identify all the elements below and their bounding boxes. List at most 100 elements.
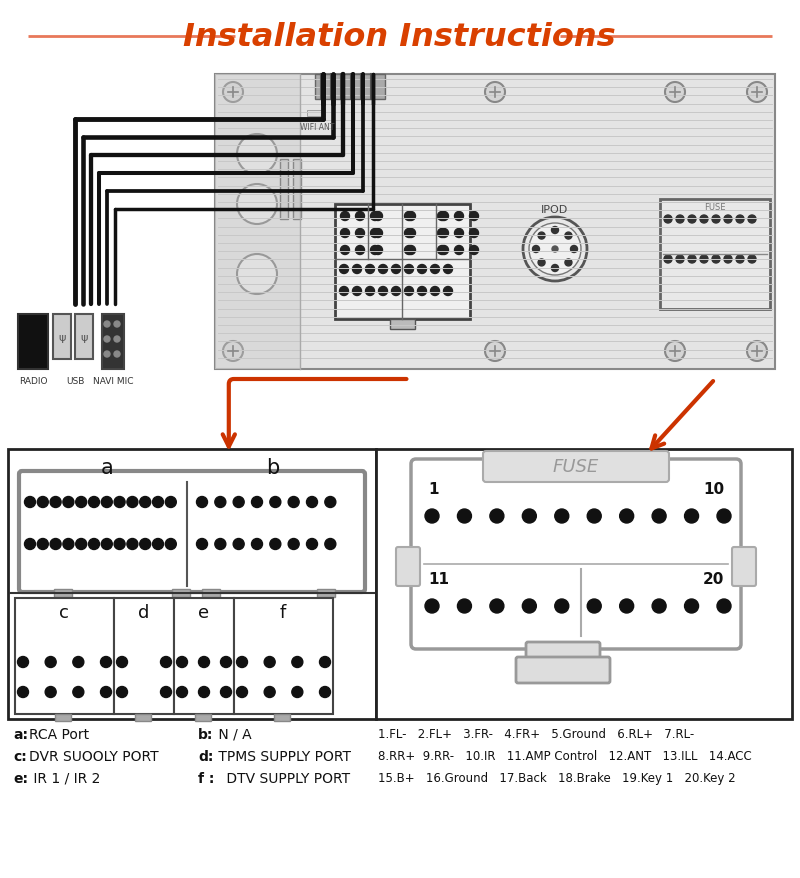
Circle shape: [439, 229, 449, 238]
Text: c: c: [59, 603, 69, 622]
Circle shape: [724, 216, 732, 224]
Circle shape: [748, 255, 756, 263]
Bar: [376, 450, 792, 719]
Circle shape: [406, 229, 415, 238]
Circle shape: [366, 287, 374, 296]
Text: 10: 10: [703, 482, 724, 497]
Circle shape: [161, 657, 171, 668]
FancyBboxPatch shape: [396, 547, 420, 587]
Bar: [114, 598, 174, 714]
Circle shape: [50, 497, 61, 507]
Circle shape: [378, 265, 387, 274]
Bar: [55, 714, 71, 721]
Text: DVR SUOOLY PORT: DVR SUOOLY PORT: [29, 749, 158, 763]
Circle shape: [747, 83, 767, 103]
Circle shape: [717, 509, 731, 523]
Circle shape: [485, 83, 505, 103]
Circle shape: [341, 212, 350, 221]
Circle shape: [406, 212, 415, 221]
Circle shape: [405, 246, 414, 255]
Bar: [215, 75, 775, 370]
Bar: [8, 450, 376, 719]
Circle shape: [221, 657, 231, 668]
Circle shape: [405, 287, 414, 296]
Circle shape: [522, 509, 536, 523]
Circle shape: [736, 255, 744, 263]
Text: ψ: ψ: [58, 333, 66, 342]
Circle shape: [620, 509, 634, 523]
Circle shape: [712, 255, 720, 263]
Circle shape: [724, 255, 732, 263]
Circle shape: [270, 539, 281, 550]
Circle shape: [223, 83, 243, 103]
Bar: [18, 314, 48, 370]
Circle shape: [341, 229, 350, 238]
Text: f: f: [280, 603, 286, 622]
Circle shape: [325, 497, 336, 507]
Circle shape: [370, 212, 379, 221]
Circle shape: [264, 687, 275, 698]
Circle shape: [233, 539, 244, 550]
Text: USB: USB: [66, 377, 84, 386]
Text: ψ: ψ: [80, 333, 88, 342]
Circle shape: [438, 229, 446, 238]
Bar: [195, 714, 211, 721]
Circle shape: [114, 539, 125, 550]
Text: 20: 20: [702, 572, 724, 587]
Circle shape: [104, 351, 110, 357]
Circle shape: [215, 539, 226, 550]
Text: FUSE: FUSE: [553, 457, 599, 476]
Circle shape: [153, 539, 163, 550]
Circle shape: [374, 229, 382, 238]
Text: 15.B+   16.Ground   17.Back   18.Brake   19.Key 1   20.Key 2: 15.B+ 16.Ground 17.Back 18.Brake 19.Key …: [378, 772, 736, 785]
Circle shape: [522, 600, 536, 614]
Circle shape: [685, 509, 698, 523]
Text: RADIO: RADIO: [18, 377, 47, 386]
Text: e:: e:: [13, 771, 28, 785]
Circle shape: [18, 657, 29, 668]
Circle shape: [325, 539, 336, 550]
Text: b: b: [266, 457, 279, 478]
Circle shape: [18, 687, 29, 698]
FancyBboxPatch shape: [483, 451, 669, 482]
Circle shape: [237, 184, 277, 225]
Circle shape: [341, 246, 350, 255]
Circle shape: [101, 657, 111, 668]
Bar: [202, 589, 220, 597]
Bar: [274, 714, 290, 721]
Circle shape: [485, 342, 505, 362]
Circle shape: [378, 287, 387, 296]
Circle shape: [664, 216, 672, 224]
Circle shape: [166, 497, 176, 507]
Circle shape: [736, 216, 744, 224]
Bar: [53, 314, 71, 360]
Circle shape: [319, 657, 330, 668]
Circle shape: [454, 246, 463, 255]
Circle shape: [223, 342, 243, 362]
Circle shape: [391, 287, 401, 296]
Bar: [215, 75, 300, 370]
Text: d:: d:: [198, 749, 214, 763]
Circle shape: [45, 687, 56, 698]
Circle shape: [50, 539, 61, 550]
Circle shape: [127, 539, 138, 550]
Text: b:: b:: [198, 727, 214, 741]
Circle shape: [688, 216, 696, 224]
Circle shape: [664, 255, 672, 263]
Circle shape: [438, 246, 446, 255]
Circle shape: [587, 509, 602, 523]
Text: IPOD: IPOD: [542, 205, 569, 215]
Circle shape: [355, 229, 365, 238]
Circle shape: [570, 246, 578, 253]
Bar: [660, 200, 770, 310]
Circle shape: [470, 246, 478, 255]
Circle shape: [523, 218, 587, 282]
Circle shape: [676, 216, 684, 224]
Circle shape: [652, 509, 666, 523]
Circle shape: [177, 657, 187, 668]
Circle shape: [406, 246, 415, 255]
Circle shape: [288, 497, 299, 507]
Circle shape: [237, 255, 277, 295]
Circle shape: [251, 539, 262, 550]
Circle shape: [688, 255, 696, 263]
